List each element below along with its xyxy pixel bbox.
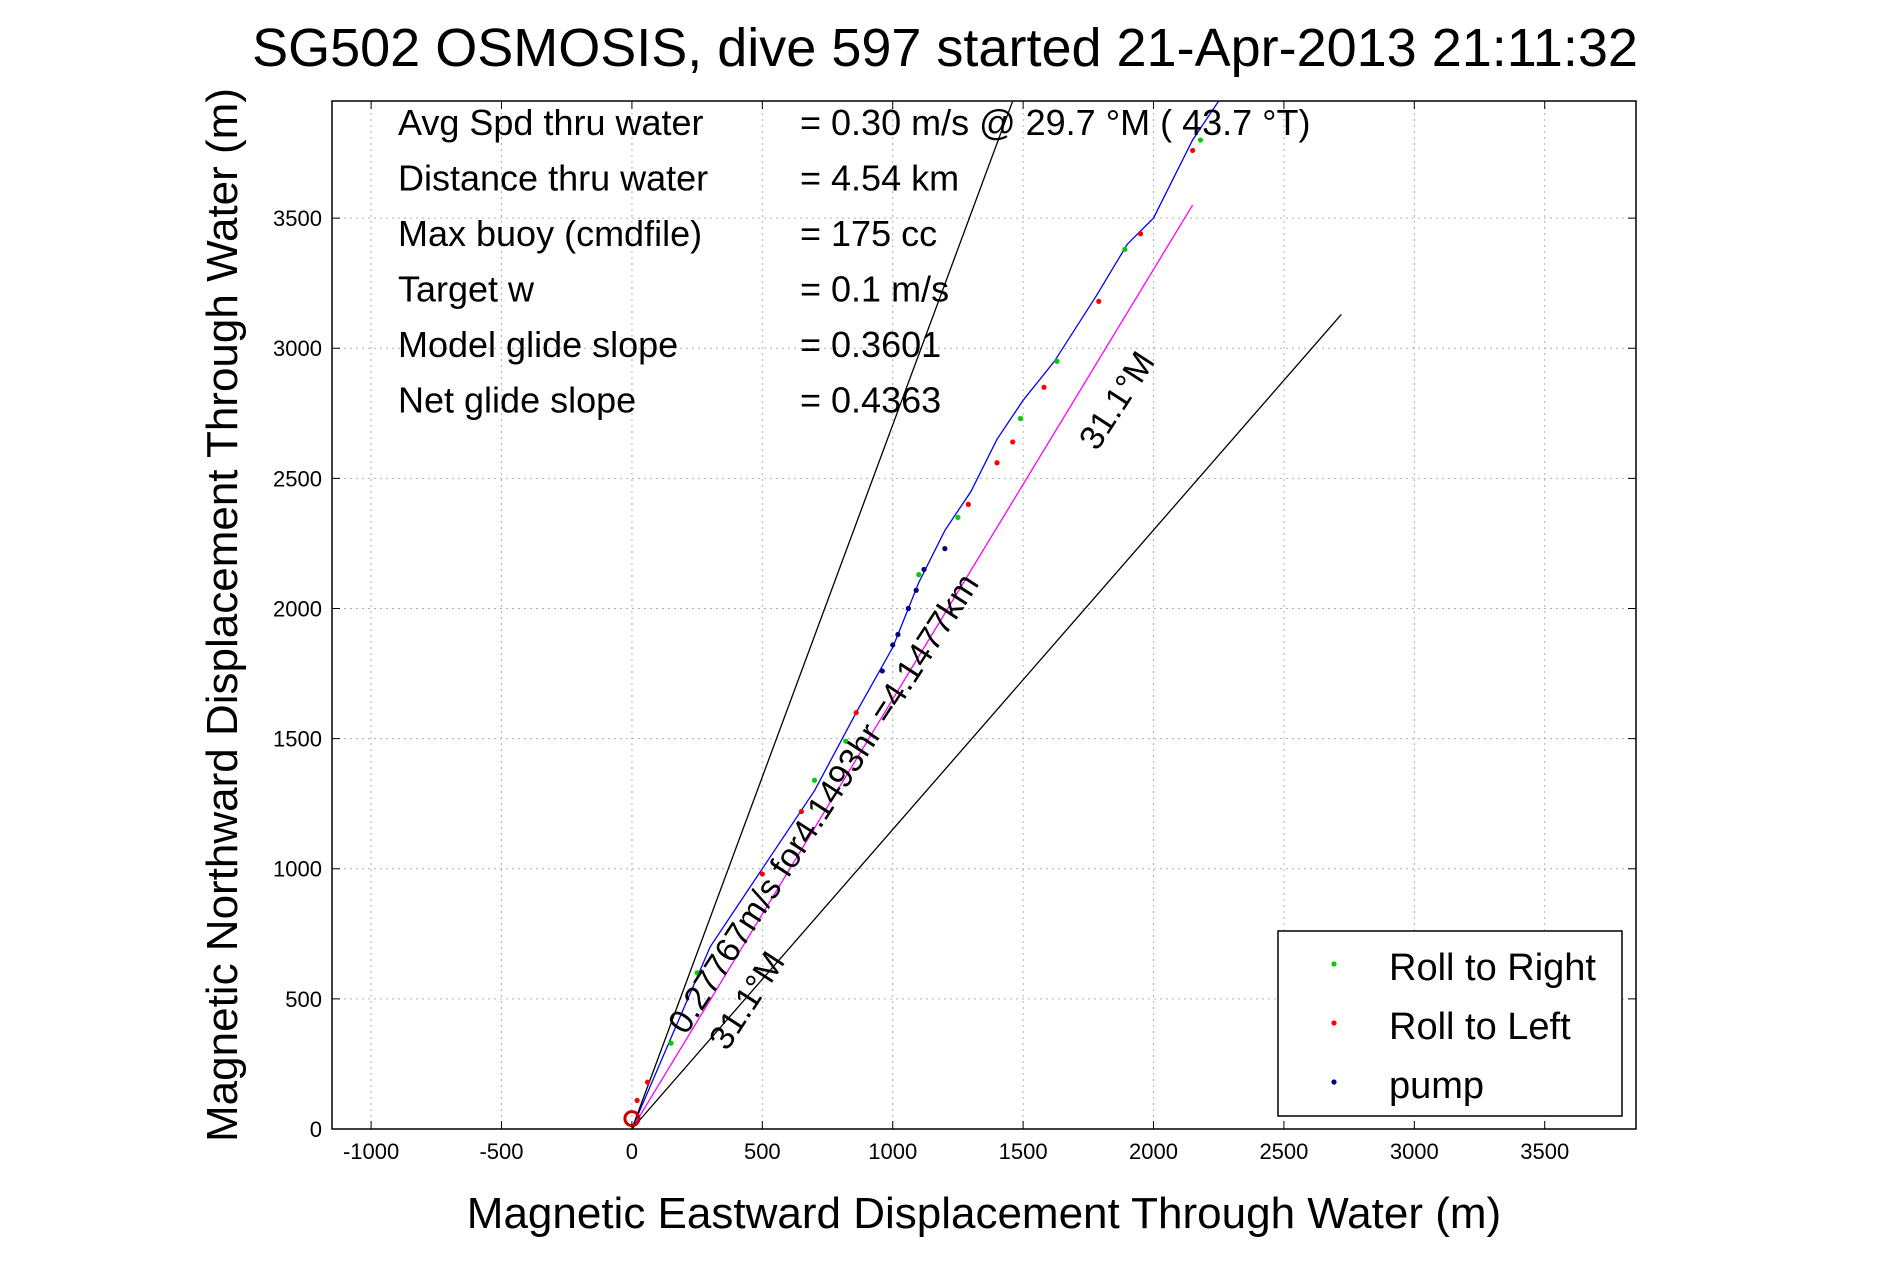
info-label: Model glide slope xyxy=(398,324,678,365)
plot-series xyxy=(631,100,1342,1130)
data-point xyxy=(921,566,927,573)
legend-marker xyxy=(1331,961,1337,967)
legend-marker xyxy=(1331,1020,1337,1026)
info-label: Target w xyxy=(398,269,535,310)
data-point xyxy=(1137,231,1144,237)
data-point xyxy=(1096,298,1102,304)
series-line-upper-bound xyxy=(631,100,1014,1130)
x-tick-label: -1000 xyxy=(343,1139,399,1164)
data-point xyxy=(634,1097,640,1103)
data-point xyxy=(955,514,961,521)
y-tick-label: 1000 xyxy=(273,857,322,882)
data-point xyxy=(905,605,911,612)
data-point xyxy=(1017,415,1024,422)
info-label: Distance thru water xyxy=(398,158,708,199)
series-line-track xyxy=(631,100,1220,1130)
y-tick-label: 3500 xyxy=(273,206,322,231)
data-point xyxy=(1010,439,1016,445)
upper-heading-label: 31.1°M xyxy=(1072,345,1163,456)
data-point xyxy=(1190,147,1196,154)
x-tick-label: 1500 xyxy=(999,1139,1048,1164)
data-point xyxy=(913,587,919,593)
data-point xyxy=(759,871,765,877)
x-tick-label: -500 xyxy=(479,1139,523,1164)
plot-frame xyxy=(331,100,1637,1130)
x-tick-label: 500 xyxy=(744,1139,781,1164)
data-point xyxy=(1122,246,1128,252)
x-tick-label: 2500 xyxy=(1259,1139,1308,1164)
axis-ticks: -1000 -500 0 500 1000 1500 2000 2500 3000 3500 0 50… xyxy=(273,101,1636,1164)
y-tick-label: 3000 xyxy=(273,336,322,361)
x-tick-label: 3000 xyxy=(1390,1139,1439,1164)
info-value: = 0.30 m/s @ 29.7 °M ( 43.7 °T) xyxy=(800,102,1311,143)
data-point xyxy=(843,738,849,744)
info-value: = 0.1 m/s xyxy=(800,269,949,310)
track-annotation: 0.27767m/s for4.1493hr =4.1477km xyxy=(661,567,987,1040)
legend-label: Roll to Right xyxy=(1389,947,1596,989)
data-point xyxy=(644,1079,651,1085)
series-line-lower-bound xyxy=(631,313,1342,1130)
data-point xyxy=(965,501,971,507)
data-point xyxy=(895,631,901,638)
x-tick-label: 0 xyxy=(626,1139,638,1164)
dive-info-text: Avg Spd thru water = 0.30 m/s @ 29.7 °M (… xyxy=(398,102,1311,421)
legend: Roll to Right Roll to Left pump xyxy=(1277,930,1623,1117)
data-point xyxy=(798,808,805,815)
data-point xyxy=(811,777,818,783)
info-value: = 4.54 km xyxy=(800,158,959,199)
info-label: Avg Spd thru water xyxy=(398,102,704,143)
data-point xyxy=(1197,137,1204,143)
info-value: = 0.4363 xyxy=(800,380,941,421)
info-label: Max buoy (cmdfile) xyxy=(398,213,702,254)
data-point xyxy=(853,709,859,716)
x-tick-label: 3500 xyxy=(1520,1139,1569,1164)
legend-label: pump xyxy=(1389,1065,1484,1107)
info-label: Net glide slope xyxy=(398,380,636,421)
y-tick-label: 500 xyxy=(285,987,322,1012)
x-axis-label: Magnetic Eastward Displacement Through W… xyxy=(467,1189,1501,1238)
y-tick-label: 2500 xyxy=(273,466,322,491)
data-point xyxy=(890,642,896,648)
data-point xyxy=(668,1040,674,1046)
data-point xyxy=(1041,384,1047,390)
plot-points xyxy=(623,137,1204,1128)
chart-title: SG502 OSMOSIS, dive 597 started 21-Apr-2… xyxy=(252,18,1638,78)
x-tick-label: 1000 xyxy=(868,1139,917,1164)
y-axis-label: Magnetic Northward Displacement Through … xyxy=(198,88,247,1142)
y-tick-label: 0 xyxy=(310,1117,322,1142)
data-point xyxy=(994,460,1000,466)
data-point xyxy=(1054,358,1060,364)
info-value: = 0.3601 xyxy=(800,324,941,365)
y-tick-label: 1500 xyxy=(273,727,322,752)
series-line-heading xyxy=(631,204,1194,1130)
legend-label: Roll to Left xyxy=(1389,1006,1571,1048)
x-tick-label: 2000 xyxy=(1129,1139,1178,1164)
data-point xyxy=(694,970,700,976)
y-tick-label: 2000 xyxy=(273,596,322,621)
data-point xyxy=(879,668,885,674)
legend-marker xyxy=(1331,1079,1337,1085)
info-value: = 175 cc xyxy=(800,213,937,254)
data-point xyxy=(916,572,922,578)
data-point xyxy=(942,546,948,552)
